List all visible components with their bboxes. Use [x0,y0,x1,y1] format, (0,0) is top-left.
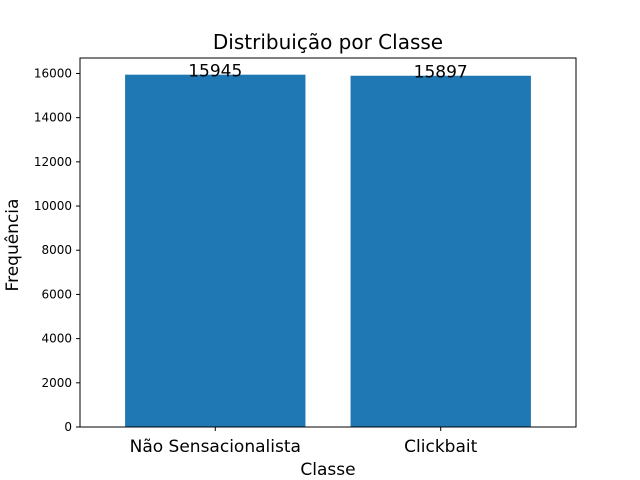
data-label: 15897 [414,63,468,83]
x-tick-label: Clickbait [404,437,477,457]
bar [125,74,306,427]
y-tick-label: 6000 [41,287,72,301]
y-tick-label: 4000 [41,332,72,346]
y-tick-label: 8000 [41,243,72,257]
x-axis-label: Classe [300,460,355,480]
chart-title: Distribuição por Classe [213,30,443,54]
bar [350,75,531,428]
y-tick-label: 16000 [34,66,72,80]
plot-frame [79,57,577,428]
data-label: 15945 [188,62,242,82]
x-tick-label: Não Sensacionalista [130,437,301,457]
plot-area: 15945 Não Sensacionalista 15897 Clickbait 0 2… [34,57,577,457]
y-tick-label: 10000 [34,199,72,213]
y-tick-label: 14000 [34,111,72,125]
y-tick-label: 2000 [41,376,72,390]
y-axis-label: Frequência [3,199,23,292]
y-tick-label: 12000 [34,155,72,169]
y-tick-label: 0 [64,420,72,434]
